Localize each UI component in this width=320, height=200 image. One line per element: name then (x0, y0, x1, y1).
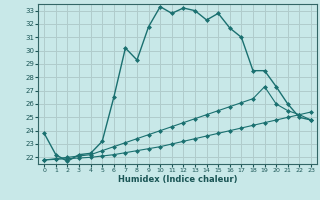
X-axis label: Humidex (Indice chaleur): Humidex (Indice chaleur) (118, 175, 237, 184)
